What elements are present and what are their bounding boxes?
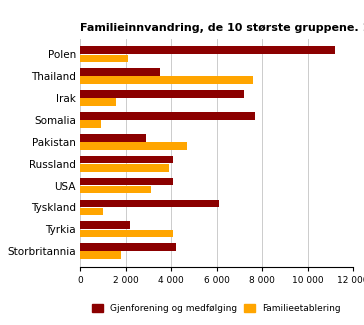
Bar [80, 134, 146, 142]
Bar [80, 55, 128, 62]
Bar [80, 164, 169, 172]
Bar [80, 178, 173, 185]
Text: Familieinnvandring, de 10 største gruppene. 1990-2009: Familieinnvandring, de 10 største gruppe… [80, 23, 364, 33]
Bar [80, 112, 255, 120]
Bar [80, 68, 160, 76]
Bar [80, 243, 176, 251]
Bar [80, 120, 100, 128]
Bar [80, 156, 173, 163]
Bar [80, 221, 130, 229]
Bar [80, 46, 335, 54]
Bar [80, 90, 244, 98]
Bar [80, 142, 187, 150]
Bar [80, 252, 121, 259]
Legend: Gjenforening og medfølging, Familieetablering: Gjenforening og medfølging, Familieetabl… [88, 301, 345, 317]
Bar [80, 229, 173, 237]
Bar [80, 208, 103, 215]
Bar [80, 76, 253, 84]
Bar [80, 98, 116, 106]
Bar [80, 200, 219, 207]
Bar [80, 186, 151, 193]
